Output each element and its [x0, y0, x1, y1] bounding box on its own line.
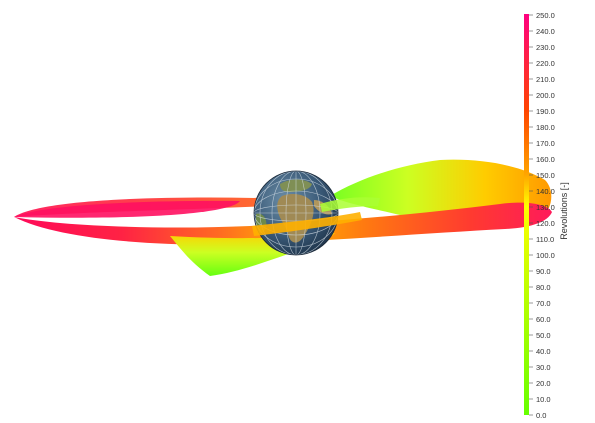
orbit-ribbon-over-earth: [252, 212, 362, 236]
earth-globe: [253, 170, 339, 256]
colorbar-tick-label: 160.0: [536, 155, 555, 164]
colorbar-tick-label: 50.0: [536, 331, 551, 340]
colorbar-tick-label: 210.0: [536, 75, 555, 84]
colorbar-tick-label: 180.0: [536, 123, 555, 132]
colorbar-tick-label: 70.0: [536, 299, 551, 308]
colorbar-tick-label: 200.0: [536, 91, 555, 100]
colorbar-tick-label: 240.0: [536, 27, 555, 36]
colorbar-tick-label: 110.0: [536, 235, 554, 244]
orbit-ribbon-front: [14, 202, 552, 245]
colorbar-tick-label: 190.0: [536, 107, 555, 116]
colorbar-tick-label: 60.0: [536, 315, 551, 324]
colorbar-tick-label: 40.0: [536, 347, 551, 356]
colorbar: 250.0 240.0 230.0 220.0 210.0 200.0 190.0 180.0…: [524, 11, 569, 420]
colorbar-strip: [524, 14, 529, 415]
colorbar-ticks: 250.0 240.0 230.0 220.0 210.0 200.0 190.0 180.0…: [529, 11, 555, 420]
earth-graticule: [254, 171, 338, 255]
colorbar-tick-label: 100.0: [536, 251, 555, 260]
colorbar-tick-label: 120.0: [536, 219, 555, 228]
colorbar-tick-label: 230.0: [536, 43, 555, 52]
colorbar-tick-label: 150.0: [536, 171, 555, 180]
colorbar-tick-label: 170.0: [536, 139, 555, 148]
colorbar-label: Revolutions [-]: [559, 182, 569, 240]
colorbar-tick-label: 90.0: [536, 267, 551, 276]
colorbar-tick-label: 80.0: [536, 283, 551, 292]
colorbar-tick-label: 250.0: [536, 11, 555, 20]
orbit-band-green-over-earth: [320, 197, 380, 212]
colorbar-tick-label: 10.0: [536, 395, 551, 404]
colorbar-tick-label: 20.0: [536, 379, 551, 388]
colorbar-tick-label: 140.0: [536, 187, 555, 196]
colorbar-tick-label: 30.0: [536, 363, 551, 372]
orbit-ribbon-upper-left: [14, 200, 240, 218]
colorbar-tick-label: 0.0: [536, 411, 546, 420]
colorbar-tick-label: 220.0: [536, 59, 555, 68]
colorbar-tick-label: 130.0: [536, 203, 555, 212]
